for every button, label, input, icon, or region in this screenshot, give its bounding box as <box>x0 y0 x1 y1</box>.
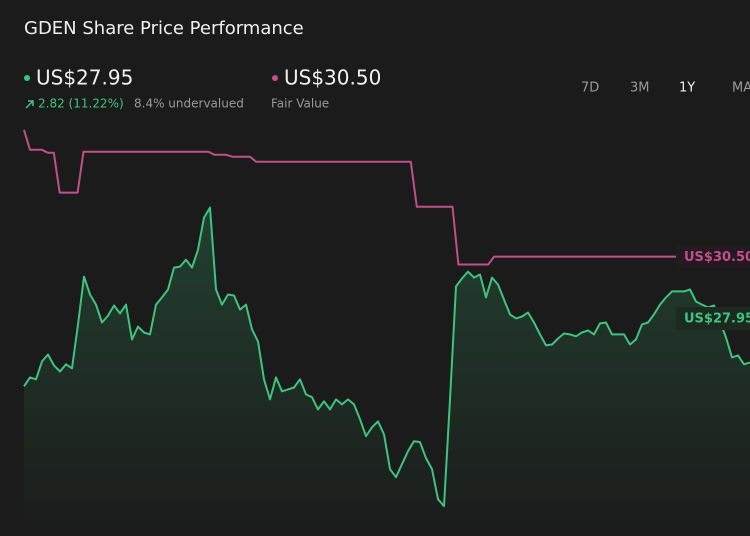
area <box>24 207 750 536</box>
fair-value-tag-bg <box>676 246 750 268</box>
range-buttons: 7D 3M 1Y MAX <box>581 81 750 96</box>
price-dot <box>24 75 30 81</box>
price: US$27.95 <box>36 66 133 90</box>
price-tag: US$27.95 <box>684 312 750 327</box>
end-labels: US$30.50 US$27.95 <box>676 246 750 330</box>
price-tag-bg <box>676 307 750 330</box>
range-button[interactable]: 7D <box>581 81 599 96</box>
fair-value-dot <box>272 75 278 81</box>
fair-value-label: Fair Value <box>271 97 329 111</box>
range-button[interactable]: 1Y <box>679 81 695 96</box>
range-button[interactable]: 3M <box>630 81 650 96</box>
valuation: 8.4% undervalued <box>134 97 244 111</box>
chart-title: GDEN Share Price Performance <box>24 18 304 39</box>
fair-value: US$30.50 <box>284 66 381 90</box>
line <box>23 206 750 508</box>
up-arrow <box>25 100 34 109</box>
price-change: 2.82 (11.22%) <box>38 97 124 111</box>
fair-value-tag: US$30.50 <box>684 250 750 265</box>
plot <box>23 129 750 536</box>
line <box>23 129 679 266</box>
range-button[interactable]: MAX <box>732 81 750 96</box>
